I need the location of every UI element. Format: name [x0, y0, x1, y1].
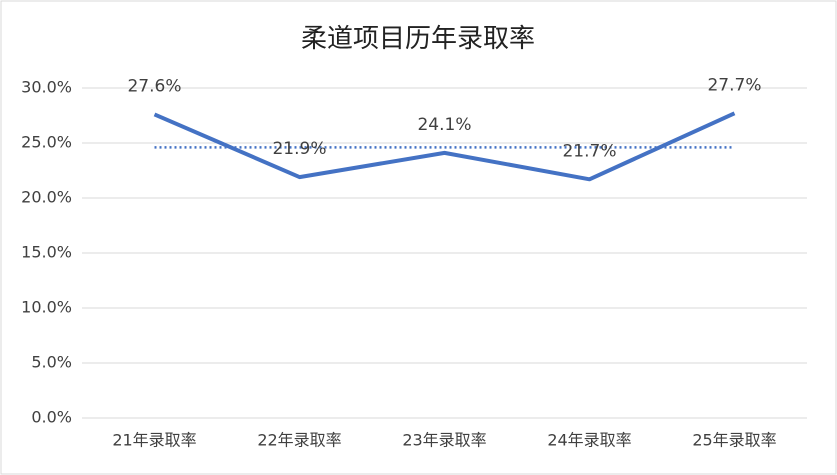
y-tick-label: 0.0% [31, 408, 72, 427]
x-tick-label: 22年录取率 [257, 431, 341, 450]
y-tick-label: 5.0% [31, 353, 72, 372]
y-tick-label: 15.0% [21, 243, 72, 262]
data-label: 21.7% [562, 141, 616, 161]
y-tick-label: 20.0% [21, 188, 72, 207]
y-tick-label: 30.0% [21, 78, 72, 97]
y-tick-label: 10.0% [21, 298, 72, 317]
data-line [153, 111, 736, 182]
data-label: 21.9% [272, 139, 326, 159]
x-tick-label: 24年录取率 [547, 431, 631, 450]
chart-title: 柔道项目历年录取率 [301, 24, 535, 54]
x-tick-label: 23年录取率 [402, 431, 486, 450]
x-tick-label: 21年录取率 [112, 431, 196, 450]
data-label: 27.6% [127, 76, 181, 96]
data-label: 24.1% [417, 115, 471, 135]
data-label: 27.7% [707, 75, 761, 95]
x-tick-label: 25年录取率 [692, 431, 776, 450]
y-tick-label: 25.0% [21, 133, 72, 152]
